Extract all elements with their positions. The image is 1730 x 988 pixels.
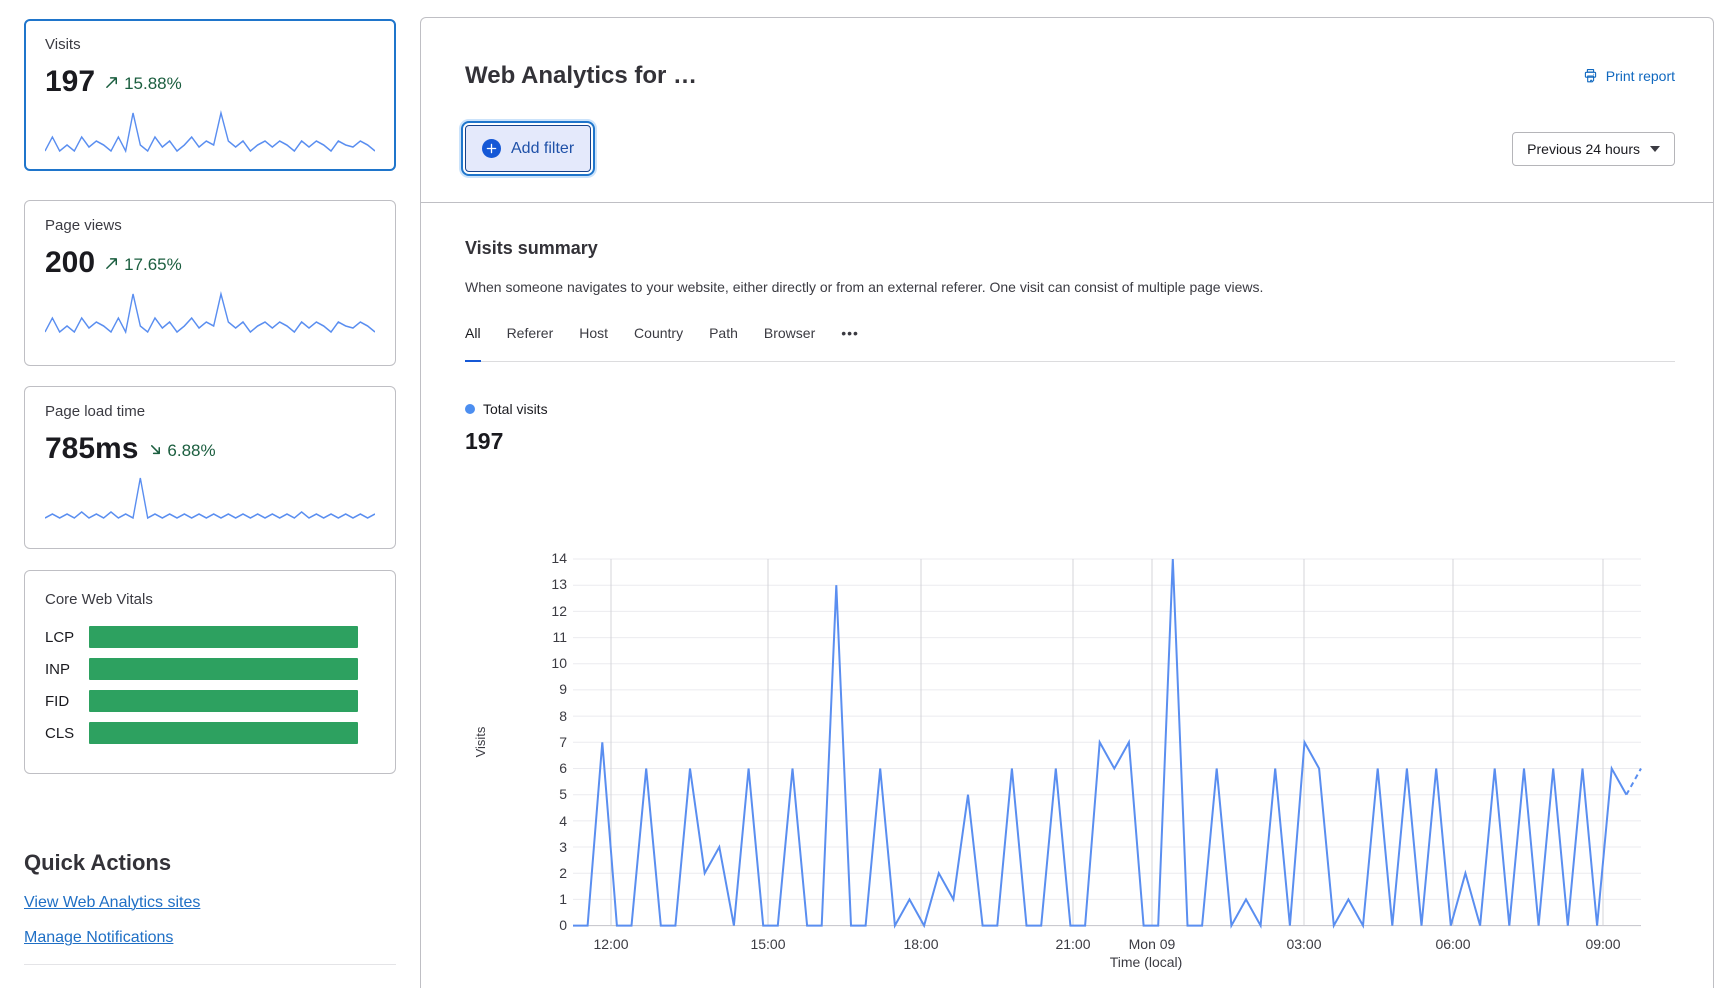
svg-text:11: 11 bbox=[552, 629, 567, 645]
svg-text:7: 7 bbox=[559, 734, 567, 750]
svg-text:9: 9 bbox=[559, 681, 567, 697]
svg-text:09:00: 09:00 bbox=[1585, 936, 1620, 952]
svg-text:1: 1 bbox=[559, 891, 567, 907]
svg-text:13: 13 bbox=[551, 576, 567, 592]
svg-text:18:00: 18:00 bbox=[903, 936, 938, 952]
svg-text:0: 0 bbox=[559, 917, 567, 933]
svg-text:21:00: 21:00 bbox=[1055, 936, 1090, 952]
svg-text:Time (local): Time (local) bbox=[1110, 954, 1183, 970]
svg-text:10: 10 bbox=[551, 655, 567, 671]
svg-text:3: 3 bbox=[559, 839, 567, 855]
svg-text:15:00: 15:00 bbox=[750, 936, 785, 952]
svg-text:Visits: Visits bbox=[473, 726, 488, 757]
svg-text:6: 6 bbox=[559, 760, 567, 776]
svg-text:4: 4 bbox=[559, 813, 567, 829]
svg-text:03:00: 03:00 bbox=[1286, 936, 1321, 952]
svg-text:Mon 09: Mon 09 bbox=[1129, 936, 1176, 952]
svg-text:5: 5 bbox=[559, 786, 567, 802]
svg-text:12: 12 bbox=[551, 603, 567, 619]
svg-text:8: 8 bbox=[559, 708, 567, 724]
svg-text:2: 2 bbox=[559, 865, 567, 881]
svg-text:06:00: 06:00 bbox=[1435, 936, 1470, 952]
svg-text:12:00: 12:00 bbox=[593, 936, 628, 952]
svg-text:14: 14 bbox=[551, 550, 567, 566]
